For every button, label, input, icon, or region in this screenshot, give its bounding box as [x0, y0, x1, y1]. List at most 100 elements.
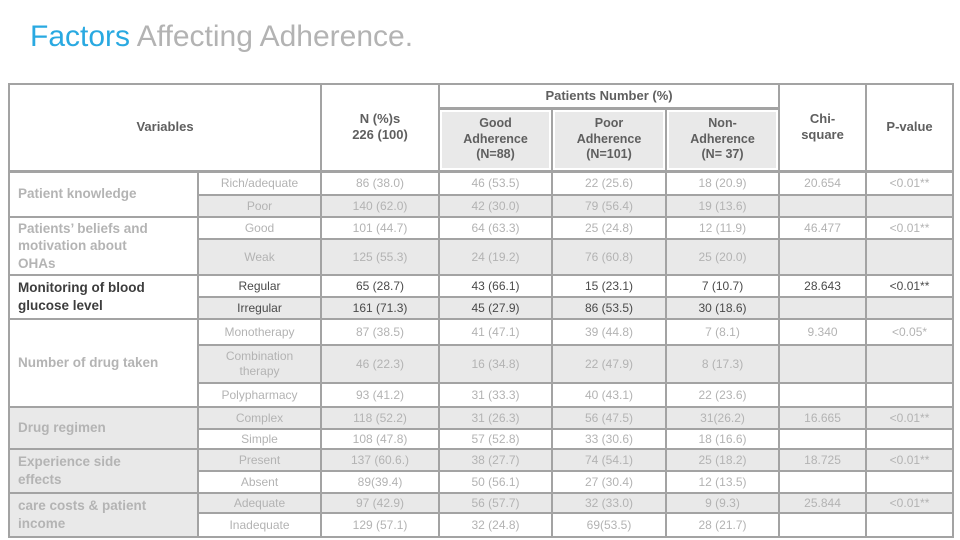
p-value-cell: [865, 194, 955, 218]
non-adherence-cell: 19 (13.6): [665, 194, 781, 218]
category-cell: Simple: [196, 428, 323, 450]
poor-adherence-cell: 79 (56.4): [551, 194, 668, 218]
chi-square-cell: 28.643: [778, 274, 868, 298]
n-cell: 93 (41.2): [320, 382, 441, 408]
n-cell: 161 (71.3): [320, 296, 441, 320]
table-row: Patient knowledge Rich/adequate 86 (38.0…: [8, 170, 955, 218]
category-cell: Combination therapy: [196, 344, 323, 384]
poor-adherence-cell: 32 (33.0): [551, 492, 668, 514]
variable-group-label: Monitoring of blood glucose level: [8, 274, 199, 320]
table-row: Number of drug taken Monotherapy 87 (38.…: [8, 318, 955, 408]
p-value-cell: <0.01**: [865, 492, 955, 514]
poor-adherence-cell: 39 (44.8): [551, 318, 668, 346]
chi-square-cell: [778, 344, 868, 384]
n-cell: 101 (44.7): [320, 216, 441, 240]
table-row: Inadequate 129 (57.1) 32 (24.8) 69(53.5)…: [9, 512, 955, 538]
p-value-cell: [865, 296, 955, 320]
non-adherence-cell: 9 (9.3): [665, 492, 781, 514]
non-adherence-cell: 30 (18.6): [665, 296, 781, 320]
n-cell: 125 (55.3): [320, 238, 441, 276]
non-adherence-cell: 12 (13.5): [665, 470, 781, 494]
p-value-cell: [865, 470, 955, 494]
poor-adherence-cell: 22 (25.6): [551, 170, 668, 196]
poor-adherence-cell: 74 (54.1): [551, 448, 668, 472]
header-good-adherence: Good Adherence (N=88): [438, 107, 554, 173]
chi-square-cell: 9.340: [778, 318, 868, 346]
non-adherence-cell: 8 (17.3): [665, 344, 781, 384]
chi-square-cell: 46.477: [778, 216, 868, 240]
good-adherence-cell: 16 (34.8): [438, 344, 554, 384]
poor-adherence-cell: 15 (23.1): [551, 274, 668, 298]
page-title: Factors Affecting Adherence.: [30, 20, 413, 54]
n-cell: 46 (22.3): [320, 344, 441, 384]
table-row: Monitoring of blood glucose level Regula…: [8, 274, 955, 320]
variable-group-label: Patients’ beliefs and motivation about O…: [8, 216, 199, 276]
category-cell: Monotherapy: [196, 318, 323, 346]
n-cell: 86 (38.0): [320, 170, 441, 196]
non-adherence-cell: 7 (10.7): [665, 274, 781, 298]
chi-square-cell: [778, 296, 868, 320]
chi-square-cell: 25.844: [778, 492, 868, 514]
p-value-cell: <0.01**: [865, 274, 955, 298]
n-cell: 65 (28.7): [320, 274, 441, 298]
poor-adherence-cell: 56 (47.5): [551, 406, 668, 430]
p-value-cell: <0.01**: [865, 448, 955, 472]
n-cell: 140 (62.0): [320, 194, 441, 218]
good-adherence-cell: 50 (56.1): [438, 470, 554, 494]
variable-group-label: Patient knowledge: [8, 170, 199, 218]
header-n: N (%)s 226 (100): [320, 83, 441, 173]
chi-square-cell: [778, 382, 868, 408]
category-cell: Regular: [196, 274, 323, 298]
good-adherence-cell: 46 (53.5): [438, 170, 554, 196]
p-value-cell: [865, 344, 955, 384]
good-adherence-cell: 32 (24.8): [438, 512, 554, 538]
category-cell: Absent: [196, 470, 323, 494]
category-cell: Weak: [196, 238, 323, 276]
table-row: Patients’ beliefs and motivation about O…: [8, 216, 955, 276]
category-cell: Irregular: [196, 296, 323, 320]
chi-square-cell: [778, 428, 868, 450]
poor-adherence-cell: 22 (47.9): [551, 344, 668, 384]
non-adherence-cell: 28 (21.7): [665, 512, 781, 538]
chi-square-cell: 16.665: [778, 406, 868, 430]
category-cell: Inadequate: [196, 512, 323, 538]
n-cell: 89(39.4): [320, 470, 441, 494]
good-adherence-cell: 24 (19.2): [438, 238, 554, 276]
category-cell: Polypharmacy: [196, 382, 323, 408]
header-poor-adherence: Poor Adherence (N=101): [551, 107, 668, 173]
p-value-cell: [865, 382, 955, 408]
page-title-rest: Affecting Adherence.: [130, 20, 414, 53]
p-value-cell: [865, 428, 955, 450]
n-cell: 87 (38.5): [320, 318, 441, 346]
n-cell: 137 (60.6.): [320, 448, 441, 472]
non-adherence-cell: 31(26.2): [665, 406, 781, 430]
good-adherence-cell: 43 (66.1): [438, 274, 554, 298]
poor-adherence-cell: 76 (60.8): [551, 238, 668, 276]
poor-adherence-cell: 27 (30.4): [551, 470, 668, 494]
chi-square-cell: [778, 238, 868, 276]
table-row: Irregular 161 (71.3) 45 (27.9) 86 (53.5)…: [9, 296, 955, 320]
p-value-cell: <0.01**: [865, 406, 955, 430]
table-row: care costs & patient income Adequate 97 …: [8, 492, 955, 538]
good-adherence-cell: 56 (57.7): [438, 492, 554, 514]
non-adherence-cell: 18 (20.9): [665, 170, 781, 196]
good-adherence-cell: 38 (27.7): [438, 448, 554, 472]
table-row: Polypharmacy 93 (41.2) 31 (33.3) 40 (43.…: [9, 382, 955, 408]
p-value-cell: [865, 238, 955, 276]
poor-adherence-cell: 40 (43.1): [551, 382, 668, 408]
good-adherence-cell: 45 (27.9): [438, 296, 554, 320]
category-cell: Poor: [196, 194, 323, 218]
header-patients-span: Patients Number (%): [438, 83, 781, 110]
header-row-sub: Good Adherence (N=88) Poor Adherence (N=…: [9, 107, 953, 173]
non-adherence-cell: 25 (20.0): [665, 238, 781, 276]
good-adherence-cell: 41 (47.1): [438, 318, 554, 346]
poor-adherence-cell: 25 (24.8): [551, 216, 668, 240]
p-value-cell: <0.05*: [865, 318, 955, 346]
table-row: Simple 108 (47.8) 57 (52.8) 33 (30.6) 18…: [9, 428, 955, 450]
header-non-adherence: Non- Adherence (N= 37): [665, 107, 781, 173]
good-adherence-cell: 31 (33.3): [438, 382, 554, 408]
non-adherence-cell: 12 (11.9): [665, 216, 781, 240]
page-title-highlight: Factors: [30, 20, 131, 53]
p-value-cell: <0.01**: [865, 170, 955, 196]
